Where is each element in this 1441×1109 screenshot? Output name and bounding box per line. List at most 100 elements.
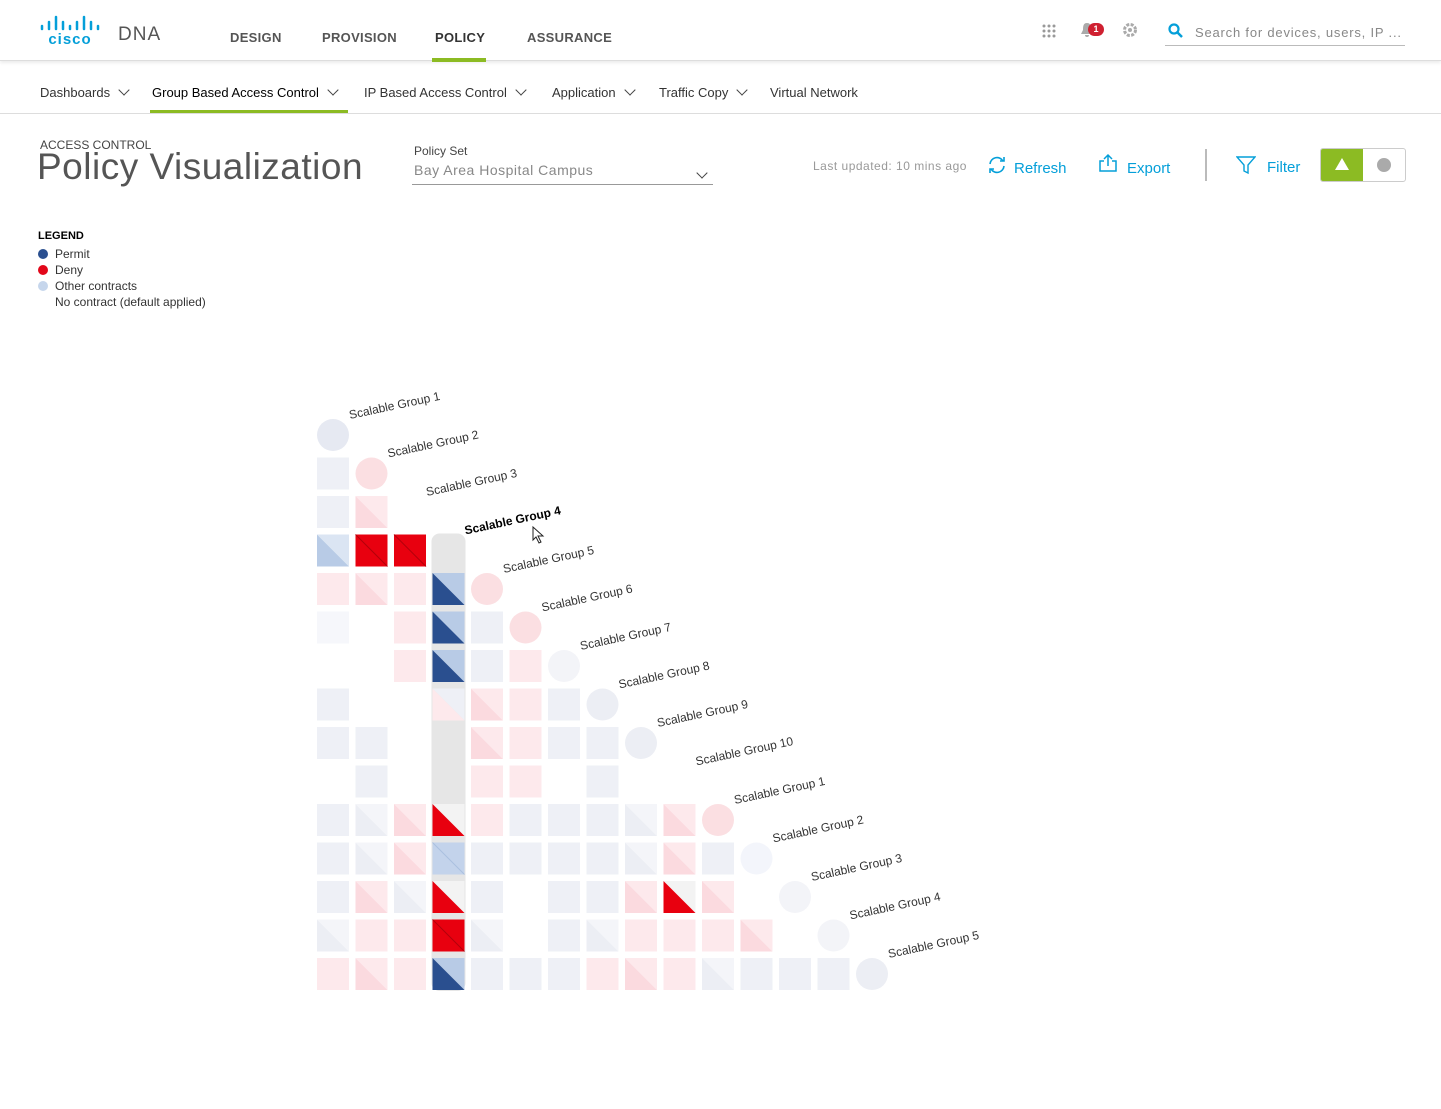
matrix-cell[interactable]: [586, 881, 619, 913]
matrix-cell-half[interactable]: [432, 804, 465, 836]
matrix-cell-half[interactable]: [625, 881, 657, 913]
matrix-cell-half[interactable]: [471, 727, 503, 759]
matrix-cell[interactable]: [317, 958, 349, 990]
matrix-cell[interactable]: [548, 958, 580, 990]
matrix-cell[interactable]: [471, 611, 503, 644]
matrix-cell-half[interactable]: [317, 919, 349, 952]
matrix-cell[interactable]: [817, 958, 850, 990]
group-label[interactable]: Scalable Group 4: [848, 889, 942, 922]
matrix-cell-half[interactable]: [432, 881, 465, 913]
refresh-button[interactable]: Refresh: [1014, 160, 1067, 177]
diagonal-cell[interactable]: [625, 727, 657, 759]
matrix-cell[interactable]: [779, 958, 811, 990]
matrix-cell[interactable]: [548, 804, 580, 836]
nav-tab[interactable]: DESIGN: [230, 30, 282, 45]
matrix-cell[interactable]: [548, 919, 580, 952]
matrix-cell-half[interactable]: [471, 688, 503, 721]
matrix-cell[interactable]: [471, 765, 503, 798]
view-toggle[interactable]: [1320, 148, 1406, 182]
matrix-cell[interactable]: [702, 919, 734, 952]
matrix-cell-half[interactable]: [702, 958, 734, 990]
matrix-cell-half[interactable]: [586, 919, 619, 952]
matrix-cell-half[interactable]: [432, 611, 465, 644]
group-label[interactable]: Scalable Group 3: [425, 466, 519, 499]
matrix-cell[interactable]: [509, 842, 542, 875]
matrix-cell-half[interactable]: [317, 534, 349, 567]
matrix-cell[interactable]: [509, 727, 542, 759]
settings-icon[interactable]: [1122, 22, 1138, 38]
matrix-cell[interactable]: [702, 842, 734, 875]
group-label[interactable]: Scalable Group 9: [656, 697, 750, 730]
matrix-cell[interactable]: [548, 688, 580, 721]
matrix-cell[interactable]: [317, 881, 349, 913]
matrix-cell-half[interactable]: [394, 842, 426, 875]
matrix-cell-half[interactable]: [740, 919, 773, 952]
matrix-cell-half[interactable]: [355, 804, 388, 836]
policy-set-select[interactable]: Bay Area Hospital Campus: [414, 162, 594, 178]
matrix-cell[interactable]: [317, 496, 349, 528]
matrix-cell-half[interactable]: [394, 881, 426, 913]
matrix-cell[interactable]: [394, 958, 426, 990]
subnav-item[interactable]: Application: [552, 84, 636, 100]
diagonal-cell[interactable]: [548, 650, 580, 682]
diagonal-cell[interactable]: [856, 958, 888, 990]
matrix-cell[interactable]: [394, 573, 426, 605]
matrix-cell[interactable]: [509, 765, 542, 798]
matrix-cell[interactable]: [509, 650, 542, 682]
matrix-cell-half[interactable]: [432, 650, 465, 682]
toggle-circle-view[interactable]: [1377, 158, 1391, 172]
matrix-cell-half[interactable]: [663, 881, 696, 913]
diagonal-cell[interactable]: [471, 573, 503, 605]
matrix-cell[interactable]: [625, 919, 657, 952]
matrix-cell[interactable]: [586, 727, 619, 759]
subnav-item[interactable]: Virtual Network: [770, 85, 858, 100]
group-label[interactable]: Scalable Group 1: [733, 774, 827, 807]
matrix-cell[interactable]: [509, 958, 542, 990]
group-label-active[interactable]: Scalable Group 4: [463, 503, 562, 537]
subnav-item[interactable]: Dashboards: [40, 84, 130, 100]
matrix-cell[interactable]: [586, 804, 619, 836]
matrix-cell[interactable]: [317, 688, 349, 721]
matrix-cell-half[interactable]: [625, 842, 657, 875]
matrix-cell[interactable]: [394, 650, 426, 682]
search-input[interactable]: Search for devices, users, IP ...: [1195, 25, 1402, 40]
matrix-cell[interactable]: [740, 958, 773, 990]
matrix-cell-half[interactable]: [432, 958, 465, 990]
subnav-item[interactable]: IP Based Access Control: [364, 84, 527, 100]
group-label[interactable]: Scalable Group 5: [887, 928, 981, 961]
matrix-cell[interactable]: [471, 958, 503, 990]
subnav-item[interactable]: Traffic Copy: [659, 84, 749, 100]
group-label[interactable]: Scalable Group 8: [617, 658, 711, 691]
matrix-cell-half[interactable]: [355, 842, 388, 875]
matrix-cell[interactable]: [509, 804, 542, 836]
export-button[interactable]: Export: [1127, 160, 1171, 177]
nav-tab-active[interactable]: POLICY: [435, 30, 486, 45]
matrix-cell[interactable]: [471, 650, 503, 682]
matrix-cell-half[interactable]: [663, 804, 696, 836]
matrix-cell[interactable]: [548, 881, 580, 913]
matrix-cell[interactable]: [355, 765, 388, 798]
group-label[interactable]: Scalable Group 3: [810, 851, 904, 884]
matrix-cell[interactable]: [586, 765, 619, 798]
matrix-cell[interactable]: [355, 727, 388, 759]
matrix-cell[interactable]: [317, 611, 349, 644]
matrix-cell[interactable]: [586, 958, 619, 990]
diagonal-cell[interactable]: [586, 688, 619, 721]
nav-tab[interactable]: PROVISION: [322, 30, 397, 45]
group-label[interactable]: Scalable Group 10: [694, 734, 794, 768]
group-label[interactable]: Scalable Group 1: [348, 389, 442, 422]
diagonal-cell[interactable]: [817, 919, 850, 952]
group-label[interactable]: Scalable Group 2: [386, 427, 480, 460]
matrix-cell-half[interactable]: [702, 881, 734, 913]
matrix-cell[interactable]: [509, 688, 542, 721]
matrix-cell[interactable]: [548, 727, 580, 759]
apps-icon[interactable]: [1042, 24, 1056, 38]
matrix-cell[interactable]: [317, 573, 349, 605]
matrix-cell-half[interactable]: [625, 804, 657, 836]
group-label[interactable]: Scalable Group 6: [540, 581, 634, 614]
diagonal-cell[interactable]: [702, 804, 734, 836]
matrix-cell[interactable]: [317, 842, 349, 875]
matrix-cell-half[interactable]: [355, 573, 388, 605]
matrix-cell-half[interactable]: [432, 688, 465, 721]
matrix-cell[interactable]: [317, 804, 349, 836]
